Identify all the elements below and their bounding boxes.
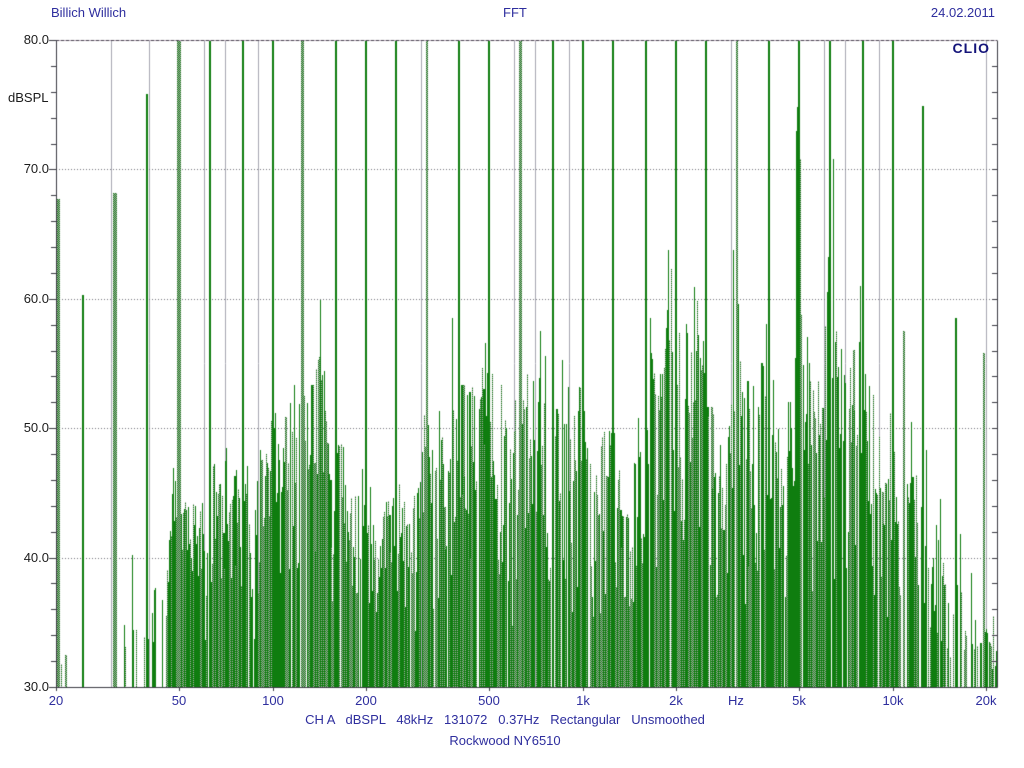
y-tick-label: 60.0 [23, 291, 49, 306]
y-tick-label: 30.0 [23, 679, 49, 694]
x-tick-label: 1k [576, 693, 590, 708]
y-tick-label: 40.0 [23, 550, 49, 565]
measurement-settings-line: CH A dBSPL 48kHz 131072 0.37Hz Rectangul… [305, 712, 705, 727]
x-tick-label: 10k [882, 693, 904, 708]
y-tick-label: 70.0 [23, 161, 49, 176]
x-tick-label: 5k [792, 693, 806, 708]
x-tick-label: 20k [975, 693, 997, 708]
x-tick-label: 200 [355, 693, 377, 708]
x-tick-label: 100 [262, 693, 284, 708]
y-axis-unit-label: dBSPL [8, 90, 49, 105]
y-tick-label: 80.0 [23, 32, 49, 47]
x-tick-label: 2k [669, 693, 683, 708]
measurement-title: Billich Willich [51, 5, 127, 20]
x-tick-label: 50 [171, 693, 187, 708]
measurement-date: 24.02.2011 [930, 5, 995, 20]
device-name-line: Rockwood NY6510 [449, 733, 561, 748]
y-tick-label: 50.0 [23, 420, 49, 435]
x-tick-label: 500 [478, 693, 500, 708]
x-tick-label: 20 [48, 693, 64, 708]
clio-logo: CLIO [952, 40, 990, 56]
x-axis-unit-label: Hz [728, 693, 744, 708]
analysis-type-label: FFT [503, 5, 527, 20]
